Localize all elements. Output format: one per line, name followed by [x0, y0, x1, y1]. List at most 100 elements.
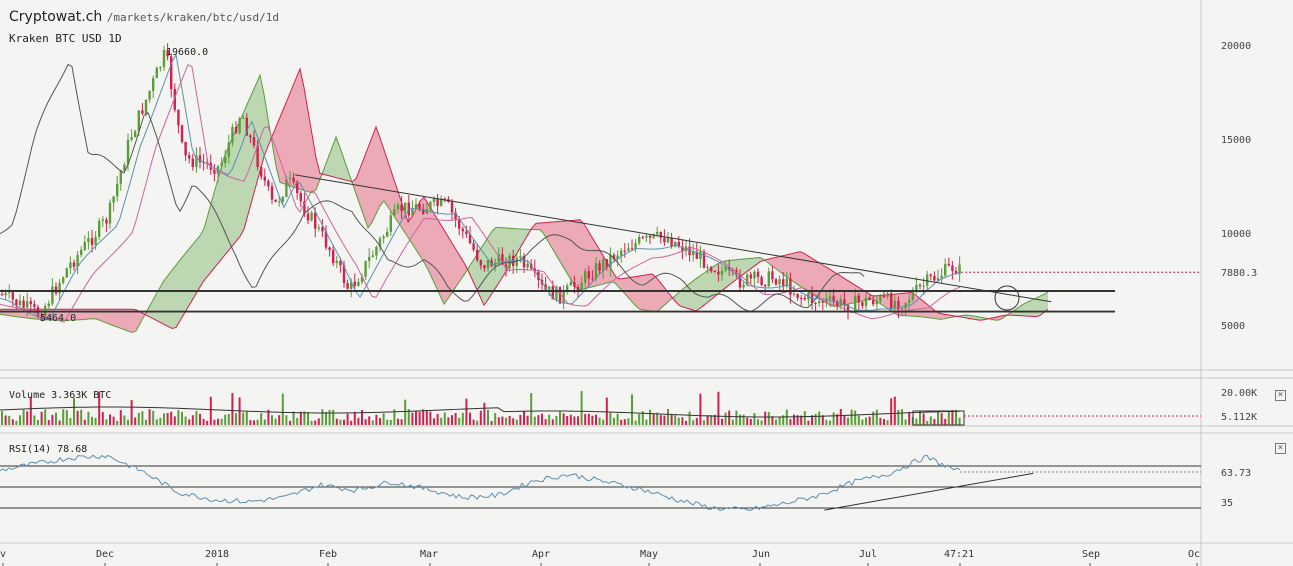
volume-bar — [375, 414, 378, 425]
close-rsi-panel-icon[interactable]: × — [1275, 443, 1286, 454]
candle-body — [717, 271, 720, 275]
volume-bar — [76, 410, 79, 425]
candle-body — [411, 208, 414, 216]
kumo-segment — [360, 158, 364, 217]
volume-bar — [73, 397, 75, 425]
volume-bar — [627, 418, 630, 425]
volume-bar — [346, 413, 349, 425]
volume-bar — [933, 419, 936, 425]
volume-bar — [789, 419, 792, 425]
kumo-segment — [16, 309, 20, 318]
kumo-segment — [104, 309, 108, 324]
volume-bar — [303, 411, 306, 425]
volume-bar — [37, 420, 39, 425]
candle-body — [224, 156, 227, 164]
candle-body — [875, 300, 878, 305]
candle-body — [105, 219, 108, 224]
volume-bar — [98, 391, 101, 425]
candle-body — [609, 254, 612, 268]
kumo-segment — [652, 274, 656, 313]
kumo-segment — [568, 220, 572, 282]
kumo-segment — [156, 287, 160, 323]
volume-bar — [652, 413, 655, 425]
volume-bar — [227, 413, 230, 425]
volume-bar — [415, 411, 417, 425]
kumo-segment — [216, 171, 220, 266]
candle-body — [195, 155, 198, 167]
candle-body — [342, 265, 346, 284]
kumo-segment — [548, 222, 552, 248]
volume-bar — [731, 419, 734, 425]
x-tick-label: Dec — [96, 549, 114, 560]
candle-body — [569, 282, 572, 286]
candle-body — [29, 301, 32, 305]
kumo-segment — [780, 255, 784, 275]
rsi-plot — [0, 454, 1201, 512]
candle-body — [292, 177, 295, 183]
candle-body — [364, 260, 367, 277]
volume-bar — [695, 417, 698, 425]
volume-bar — [947, 411, 950, 425]
candle-body — [15, 299, 18, 306]
volume-bar — [15, 420, 18, 425]
volume-bar — [314, 420, 317, 425]
kumo-segment — [132, 309, 136, 333]
candle-body — [202, 162, 205, 164]
candle-body — [274, 199, 277, 202]
kumo-segment — [204, 214, 208, 281]
volume-bar — [613, 417, 615, 425]
candle-body — [458, 219, 461, 229]
candle-body — [126, 139, 130, 165]
volume-bar — [472, 419, 475, 425]
kumo-segment — [444, 229, 448, 305]
candle-body — [8, 292, 11, 294]
volume-bar — [112, 416, 115, 425]
kumo-segment — [412, 209, 416, 250]
kijun-line — [0, 64, 961, 323]
candle-body — [155, 67, 158, 79]
volume-bar — [199, 413, 201, 425]
candle-body — [231, 127, 234, 143]
kumo-segment — [324, 158, 328, 176]
candle-body — [134, 131, 137, 138]
volume-bar — [829, 420, 831, 425]
volume-bar — [325, 412, 327, 425]
candle-body — [148, 90, 151, 100]
volume-bar — [638, 413, 641, 425]
volume-bar — [832, 412, 835, 425]
volume-bar — [159, 417, 162, 425]
volume-bar — [767, 411, 770, 425]
candle-body — [33, 304, 36, 308]
volume-bar — [551, 419, 554, 425]
site-name: Cryptowat.ch — [9, 9, 103, 25]
volume-bars — [0, 391, 1201, 426]
volume-bar — [292, 411, 295, 425]
candle-body — [396, 204, 400, 210]
volume-bar — [364, 419, 367, 425]
candle-body — [90, 238, 94, 245]
volume-bar — [429, 411, 432, 425]
candle-body — [213, 169, 216, 174]
volume-bar — [451, 415, 453, 425]
candle-body — [54, 286, 58, 294]
candle-body — [936, 278, 940, 281]
volume-bar — [616, 413, 619, 425]
volume-bar — [699, 393, 702, 425]
candle-body — [882, 296, 886, 298]
volume-bar — [623, 419, 626, 425]
volume-bar — [321, 409, 324, 425]
kumo-segment — [644, 274, 648, 311]
volume-bar — [602, 419, 605, 425]
close-volume-panel-icon[interactable]: × — [1275, 390, 1286, 401]
volume-bar — [400, 419, 403, 425]
volume-bar — [692, 420, 695, 425]
volume-bar — [335, 418, 338, 425]
kumo-segment — [448, 236, 452, 299]
kumo-segment — [540, 222, 544, 235]
volume-bar — [91, 416, 93, 425]
kumo-segment — [280, 107, 284, 184]
kumo-segment — [816, 260, 820, 300]
kumo-segment — [944, 314, 948, 319]
kumo-segment — [284, 97, 288, 186]
